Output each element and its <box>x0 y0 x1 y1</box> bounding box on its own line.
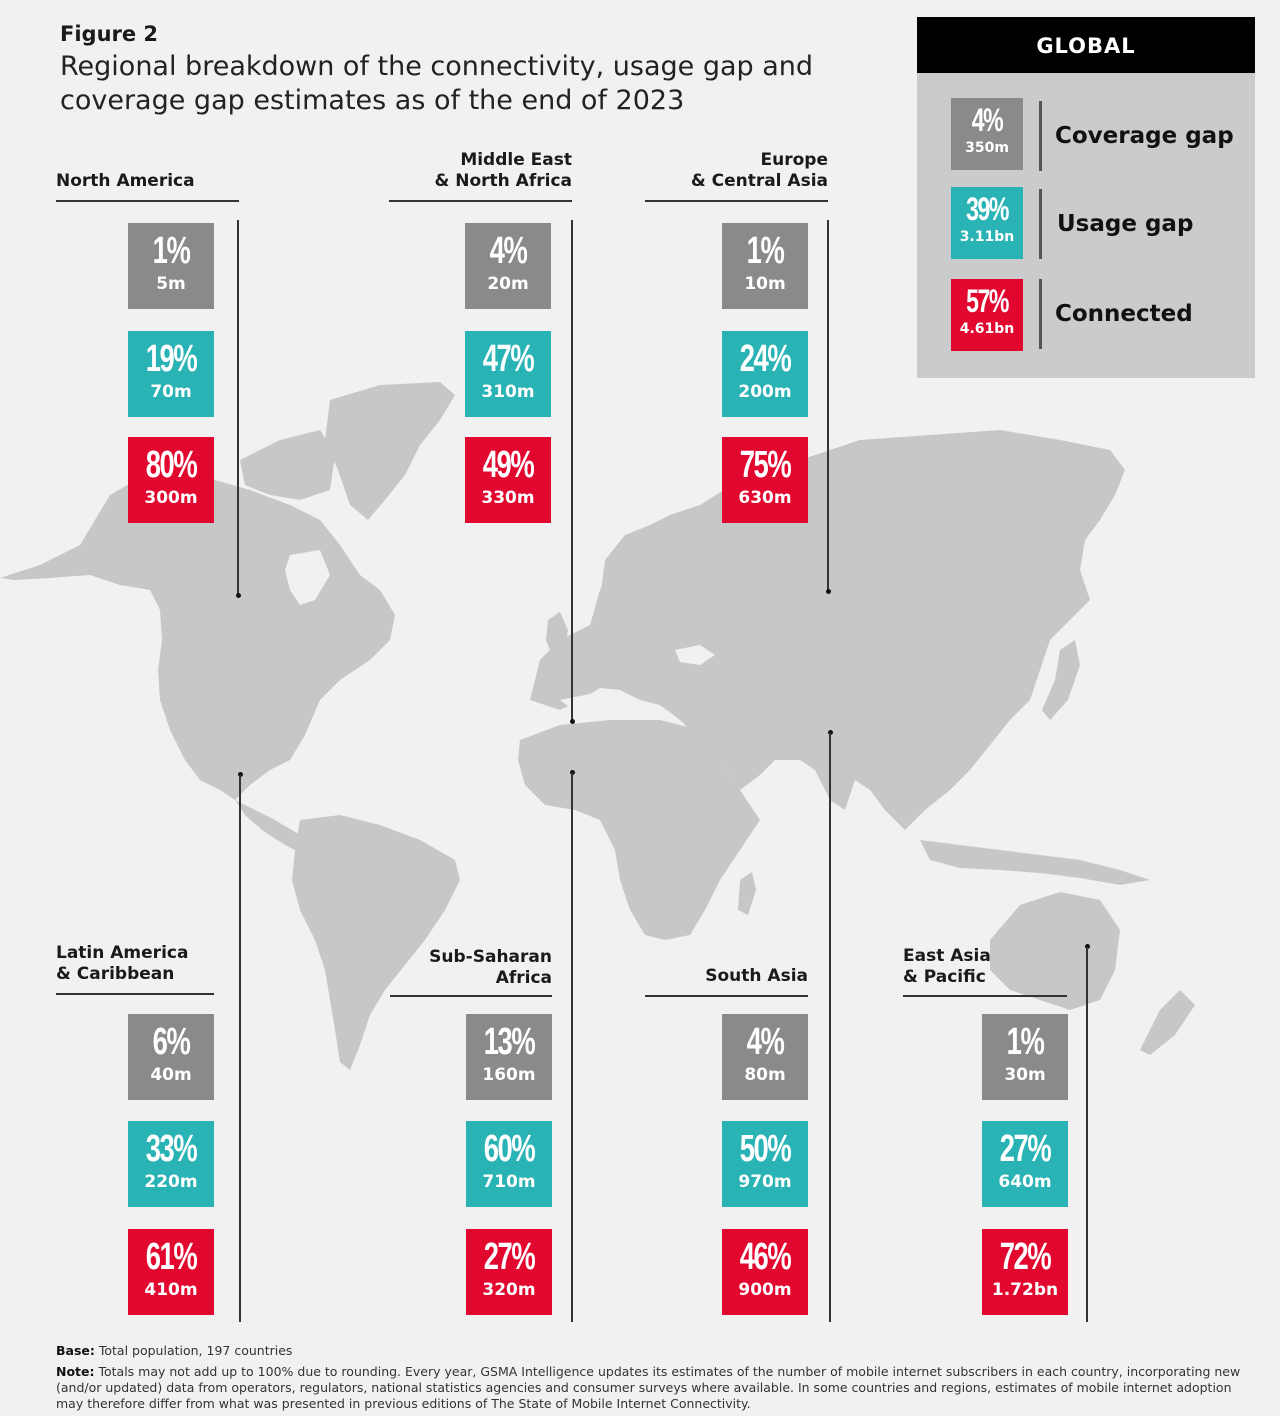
global-legend: GLOBAL 4% 350m Coverage gap 39% 3.11bn U… <box>917 17 1255 378</box>
pointer-line-ssa <box>571 773 573 1322</box>
footnote-note: Note: Totals may not add up to 100% due … <box>56 1364 1241 1411</box>
legend-coverage-label: Coverage gap <box>1055 123 1234 149</box>
pointer-line-mena <box>571 220 573 722</box>
legend-coverage-box: 4% 350m <box>951 98 1023 170</box>
region-title-latam: Latin America & Caribbean <box>56 943 189 984</box>
pointer-dot <box>1085 944 1090 949</box>
latam-coverage-box: 6% 40m <box>128 1014 214 1100</box>
pointer-line-eca <box>827 220 829 592</box>
eca-connected-box: 75% 630m <box>722 437 808 523</box>
latam-usage-box: 33% 220m <box>128 1121 214 1207</box>
region-title-eap: East Asia & Pacific <box>903 946 991 987</box>
map-scandinavia <box>600 525 665 610</box>
legend-usage-label: Usage gap <box>1057 211 1194 237</box>
legend-title: GLOBAL <box>917 17 1255 73</box>
map-australia <box>990 892 1120 1010</box>
region-rule <box>390 995 552 997</box>
pointer-dot <box>236 593 241 598</box>
north-america-connected-box: 80% 300m <box>128 437 214 523</box>
legend-connected-label: Connected <box>1055 301 1193 327</box>
map-madagascar <box>738 872 756 915</box>
map-eurasia <box>530 430 1125 830</box>
eca-coverage-box: 1% 10m <box>722 223 808 309</box>
mena-coverage-box: 4% 20m <box>465 223 551 309</box>
region-rule <box>389 200 572 202</box>
south-asia-coverage-box: 4% 80m <box>722 1014 808 1100</box>
region-title-mena: Middle East & North Africa <box>434 150 573 191</box>
map-north-america <box>0 470 395 800</box>
pointer-dot <box>570 770 575 775</box>
map-africa <box>518 720 760 940</box>
ssa-coverage-box: 13% 160m <box>466 1014 552 1100</box>
map-indonesia <box>920 840 1150 885</box>
pointer-dot <box>826 589 831 594</box>
ssa-usage-box: 60% 710m <box>466 1121 552 1207</box>
region-rule <box>56 993 214 995</box>
region-title-north-america: North America <box>56 171 195 191</box>
map-south-america <box>292 815 460 1070</box>
mena-connected-box: 49% 330m <box>465 437 551 523</box>
legend-usage-box: 39% 3.11bn <box>951 187 1023 259</box>
south-asia-usage-box: 50% 970m <box>722 1121 808 1207</box>
pointer-dot <box>828 730 833 735</box>
eap-coverage-box: 1% 30m <box>982 1014 1068 1100</box>
region-rule <box>56 200 239 202</box>
eap-usage-box: 27% 640m <box>982 1121 1068 1207</box>
map-new-zealand <box>1140 990 1195 1055</box>
legend-connected-box: 57% 4.61bn <box>951 279 1023 351</box>
eca-usage-box: 24% 200m <box>722 331 808 417</box>
mena-usage-box: 47% 310m <box>465 331 551 417</box>
region-title-eca: Europe & Central Asia <box>690 150 828 191</box>
south-asia-connected-box: 46% 900m <box>722 1229 808 1315</box>
figure-label: Figure 2 <box>60 22 159 46</box>
north-america-usage-box: 19% 70m <box>128 331 214 417</box>
map-arctic-islands <box>240 430 335 500</box>
pointer-line-latam <box>239 775 241 1322</box>
figure-title: Regional breakdown of the connectivity, … <box>60 51 814 116</box>
pointer-line-north-america <box>237 220 239 595</box>
region-rule <box>903 995 1067 997</box>
region-rule <box>645 995 808 997</box>
eap-connected-box: 72% 1.72bn <box>982 1229 1068 1315</box>
region-rule <box>645 200 828 202</box>
map-uk <box>546 612 568 655</box>
map-japan <box>1042 640 1080 720</box>
legend-separator <box>1039 279 1042 349</box>
legend-separator <box>1039 101 1042 171</box>
map-greenland <box>325 382 455 520</box>
ssa-connected-box: 27% 320m <box>466 1229 552 1315</box>
pointer-dot <box>570 719 575 724</box>
latam-connected-box: 61% 410m <box>128 1229 214 1315</box>
pointer-line-eap <box>1086 947 1088 1322</box>
region-title-ssa: Sub-Saharan Africa <box>429 947 552 988</box>
pointer-dot <box>238 772 243 777</box>
footnote-base: Base: Total population, 197 countries <box>56 1343 293 1358</box>
north-america-coverage-box: 1% 5m <box>128 223 214 309</box>
legend-separator <box>1039 189 1042 259</box>
region-title-south-asia: South Asia <box>705 966 808 986</box>
pointer-line-south-asia <box>829 733 831 1322</box>
